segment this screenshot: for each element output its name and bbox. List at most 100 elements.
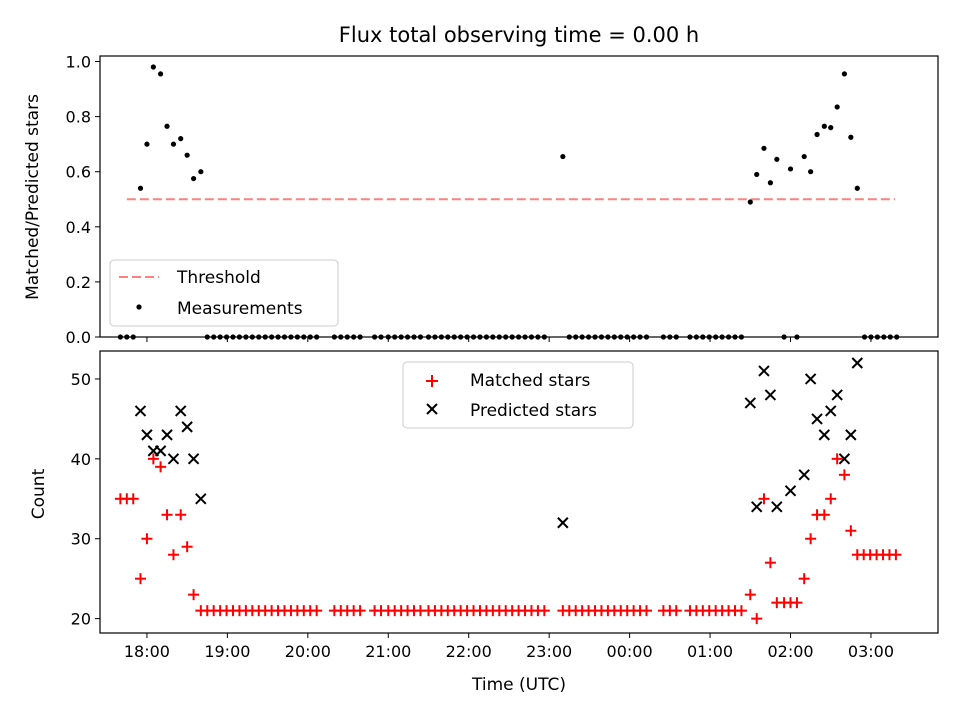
measurement-point [848, 134, 854, 140]
matched-star-point [744, 589, 756, 601]
matched-star-point [354, 605, 366, 617]
predicted-star-point [804, 373, 817, 385]
ratio-axes-frame [99, 55, 939, 338]
matched-star-point [818, 509, 830, 521]
count-y-tick-label: 40 [71, 450, 91, 469]
matched-star-point [167, 549, 179, 561]
matched-star-point [798, 573, 810, 585]
predicted-star-point [818, 429, 831, 441]
predicted-star-point [161, 429, 173, 441]
predicted-star-point [557, 517, 569, 529]
predicted-star-point [798, 469, 810, 481]
measurement-point [828, 125, 834, 131]
predicted-star-point [831, 389, 843, 401]
legend-matched-swatch [426, 375, 438, 387]
measurement-point [144, 141, 150, 147]
predicted-star-point [141, 429, 153, 441]
count-axes-frame [99, 350, 939, 634]
measurement-point [761, 145, 767, 151]
legend-predicted-label: Predicted stars [470, 401, 597, 421]
predicted-star-point [167, 453, 180, 465]
measurement-point [787, 166, 794, 172]
legend-predicted-swatch [426, 403, 438, 415]
matched-star-point [825, 493, 837, 505]
ratio-y-tick-label: 0.4 [66, 218, 91, 237]
matched-star-point [751, 613, 763, 625]
count-x-tick-label: 02:00 [767, 642, 813, 661]
ratio-y-tick-label: 0.0 [66, 328, 91, 347]
count-x-tick-label: 18:00 [124, 642, 170, 661]
measurement-point [184, 152, 190, 158]
measurement-point [814, 131, 820, 138]
measurement-point [178, 136, 184, 142]
matched-star-point [538, 605, 550, 617]
count-x-tick-label: 20:00 [285, 642, 331, 661]
count-x-tick-label: 03:00 [848, 642, 894, 661]
predicted-star-point [851, 357, 863, 369]
count-x-tick-label: 19:00 [204, 642, 250, 661]
matched-star-point [735, 605, 747, 617]
count-y-tick-label: 30 [71, 530, 91, 549]
count-y-label: Count [29, 468, 49, 519]
measurement-point [841, 71, 848, 77]
ratio-y-tick-label: 0.2 [66, 273, 91, 292]
predicted-star-point [758, 365, 770, 377]
matched-star-point [181, 541, 193, 553]
measurement-point [150, 64, 156, 70]
matched-star-point [831, 453, 843, 465]
matched-star-point [155, 461, 167, 473]
matched-star-point [641, 605, 653, 617]
measurement-point [747, 199, 753, 205]
matched-star-point [758, 493, 770, 505]
measurement-point [170, 141, 177, 147]
chart-title: Flux total observing time = 0.00 h [339, 23, 699, 47]
predicted-star-point [751, 501, 763, 513]
legend-threshold-label: Threshold [176, 268, 261, 288]
legend-measurements-label: Measurements [177, 299, 303, 319]
matched-star-point [890, 549, 902, 561]
legend-measurements-swatch [136, 304, 142, 310]
matched-star-point [147, 453, 159, 465]
measurement-point [754, 171, 760, 178]
matched-star-point [311, 605, 323, 617]
matched-star-point [764, 557, 776, 569]
ratio-y-tick-label: 1.0 [66, 53, 91, 72]
measurement-point [834, 104, 840, 110]
ratio-axes: 0.0 0.2 0.4 0.6 0.8 1.0 [66, 53, 872, 347]
measurement-point [774, 156, 780, 162]
measurement-point [190, 175, 197, 182]
matched-star-point [805, 533, 817, 545]
count-x-tick-label: 21:00 [365, 642, 411, 661]
matched-star-point [161, 509, 173, 521]
matched-star-point [845, 525, 857, 537]
ratio-y-tick-label: 0.6 [66, 163, 91, 182]
count-legend-box [402, 361, 634, 429]
measurement-point [808, 169, 814, 175]
count-legend: Matched stars Predicted stars [402, 361, 634, 429]
count-x-tick-label: 00:00 [607, 642, 653, 661]
ratio-legend-box [109, 259, 339, 327]
measurement-point [821, 123, 827, 129]
measurement-point [198, 169, 204, 175]
predicted-star-point [187, 453, 200, 465]
ratio-legend: Threshold Measurements [109, 259, 339, 327]
matched-star-point [141, 533, 153, 545]
measurement-point [767, 180, 774, 186]
matched-star-point [134, 573, 146, 585]
predicted-star-point [175, 405, 187, 417]
measurement-point [854, 185, 860, 191]
count-y-tick-label: 20 [71, 610, 91, 629]
measurement-point [560, 153, 566, 160]
count-x-tick-label: 01:00 [687, 642, 733, 661]
measurement-point [801, 153, 807, 160]
count-x-tick-label: 22:00 [446, 642, 492, 661]
count-marks [114, 357, 902, 625]
predicted-star-point [784, 485, 797, 497]
predicted-star-point [134, 405, 147, 417]
matched-star-point [188, 589, 200, 601]
predicted-star-point [845, 429, 857, 441]
predicted-star-point [181, 421, 193, 433]
ratio-y-tick-label: 0.8 [66, 108, 91, 127]
count-y-tick-label: 50 [71, 370, 91, 389]
predicted-star-point [764, 389, 777, 401]
